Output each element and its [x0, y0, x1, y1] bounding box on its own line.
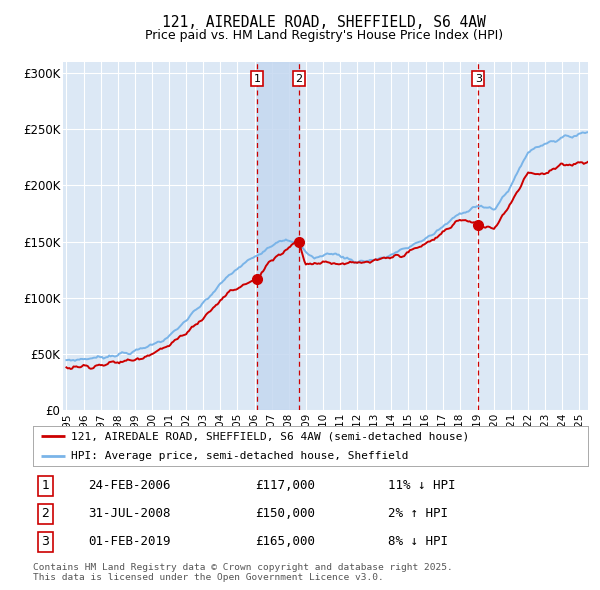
Text: 1: 1 [41, 480, 49, 493]
Text: 121, AIREDALE ROAD, SHEFFIELD, S6 4AW (semi-detached house): 121, AIREDALE ROAD, SHEFFIELD, S6 4AW (s… [71, 431, 469, 441]
Text: 3: 3 [41, 535, 49, 548]
Text: HPI: Average price, semi-detached house, Sheffield: HPI: Average price, semi-detached house,… [71, 451, 408, 461]
Text: 2: 2 [41, 507, 49, 520]
Text: 3: 3 [475, 74, 482, 84]
Text: 24-FEB-2006: 24-FEB-2006 [89, 480, 171, 493]
Text: 2: 2 [295, 74, 302, 84]
Text: 11% ↓ HPI: 11% ↓ HPI [388, 480, 456, 493]
Text: 31-JUL-2008: 31-JUL-2008 [89, 507, 171, 520]
Text: 121, AIREDALE ROAD, SHEFFIELD, S6 4AW: 121, AIREDALE ROAD, SHEFFIELD, S6 4AW [162, 15, 486, 30]
Text: 8% ↓ HPI: 8% ↓ HPI [388, 535, 448, 548]
Text: £165,000: £165,000 [255, 535, 315, 548]
Text: £117,000: £117,000 [255, 480, 315, 493]
Bar [257, 62, 299, 410]
Text: 2% ↑ HPI: 2% ↑ HPI [388, 507, 448, 520]
Text: 1: 1 [254, 74, 260, 84]
Text: Contains HM Land Registry data © Crown copyright and database right 2025.
This d: Contains HM Land Registry data © Crown c… [33, 563, 453, 582]
Text: £150,000: £150,000 [255, 507, 315, 520]
Text: 01-FEB-2019: 01-FEB-2019 [89, 535, 171, 548]
Text: Price paid vs. HM Land Registry's House Price Index (HPI): Price paid vs. HM Land Registry's House … [145, 29, 503, 42]
